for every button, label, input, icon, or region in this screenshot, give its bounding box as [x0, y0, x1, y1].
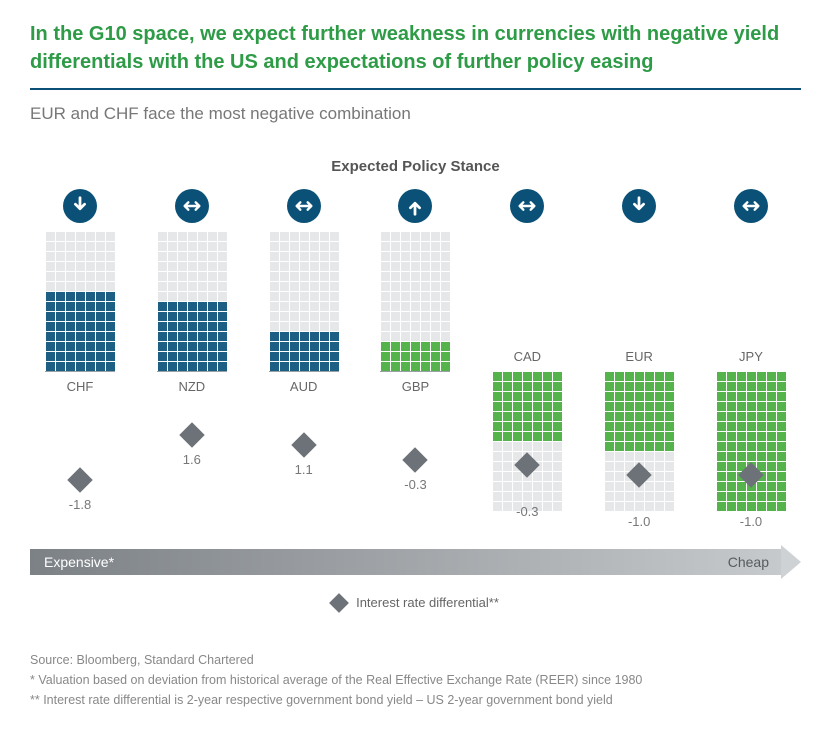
policy-hold-icon: [175, 189, 209, 223]
chart-column: EUR -1.0: [599, 189, 679, 531]
rate-diff-marker: -0.3: [492, 456, 562, 519]
valuation-arrow: Expensive* Cheap: [30, 549, 801, 575]
footnote-source: Source: Bloomberg, Standard Chartered: [30, 650, 801, 670]
rate-diff-marker: -1.0: [604, 466, 674, 529]
diamond-icon: [738, 462, 763, 487]
page-title: In the G10 space, we expect further weak…: [30, 20, 801, 76]
currency-label: GBP: [380, 379, 450, 394]
legend-label: Interest rate differential**: [356, 595, 499, 610]
arrow-left-label: Expensive*: [44, 554, 114, 570]
rate-diff-value: 1.6: [183, 452, 201, 467]
rate-diff-marker: -1.8: [45, 471, 115, 512]
rate-diff-marker: 1.6: [157, 426, 227, 467]
diamond-icon: [515, 452, 540, 477]
chart-row: CHF -1.8 NZD 1.6 AUD 1.1 GBP -0.3 CAD -0.3 EUR -1.0…: [30, 189, 801, 531]
footnotes: Source: Bloomberg, Standard Chartered * …: [30, 650, 801, 710]
bar-fill: [45, 291, 115, 371]
rate-diff-marker: -1.0: [716, 466, 786, 529]
chart-column: GBP -0.3: [375, 189, 455, 531]
rate-diff-value: -0.3: [404, 477, 426, 492]
chart-column: JPY -1.0: [711, 189, 791, 531]
currency-label: NZD: [157, 379, 227, 394]
rate-diff-value: -0.3: [516, 504, 538, 519]
diamond-icon: [329, 593, 349, 613]
chart-title: Expected Policy Stance: [30, 158, 801, 175]
bar-container: NZD 1.6: [157, 231, 227, 531]
policy-hold-icon: [734, 189, 768, 223]
rate-diff-value: -1.0: [740, 514, 762, 529]
policy-down-icon: [63, 189, 97, 223]
bar-fill: [380, 341, 450, 371]
chart-column: CAD -0.3: [487, 189, 567, 531]
rate-diff-value: 1.1: [295, 462, 313, 477]
policy-down-icon: [622, 189, 656, 223]
chart-column: AUD 1.1: [264, 189, 344, 531]
currency-label: EUR: [604, 349, 674, 364]
diamond-icon: [626, 462, 651, 487]
rate-diff-marker: 1.1: [269, 436, 339, 477]
rate-diff-value: -1.8: [69, 497, 91, 512]
bar-container: JPY -1.0: [716, 231, 786, 531]
bar-container: EUR -1.0: [604, 231, 674, 531]
page-subtitle: EUR and CHF face the most negative combi…: [30, 104, 801, 124]
legend: Interest rate differential**: [30, 595, 801, 610]
bar-container: CAD -0.3: [492, 231, 562, 531]
chart-column: CHF -1.8: [40, 189, 120, 531]
rate-diff-value: -1.0: [628, 514, 650, 529]
bar-container: AUD 1.1: [269, 231, 339, 531]
currency-label: AUD: [269, 379, 339, 394]
policy-up-icon: [398, 189, 432, 223]
title-divider: [30, 88, 801, 90]
policy-hold-icon: [287, 189, 321, 223]
bar-fill: [269, 331, 339, 371]
currency-label: CHF: [45, 379, 115, 394]
bar-container: GBP -0.3: [380, 231, 450, 531]
diamond-icon: [291, 432, 316, 457]
currency-label: JPY: [716, 349, 786, 364]
currency-label: CAD: [492, 349, 562, 364]
bar-fill: [157, 301, 227, 371]
rate-diff-marker: -0.3: [380, 451, 450, 492]
chart-column: NZD 1.6: [152, 189, 232, 531]
policy-hold-icon: [510, 189, 544, 223]
bar-fill: [492, 371, 562, 441]
diamond-icon: [403, 447, 428, 472]
footnote-1: * Valuation based on deviation from hist…: [30, 670, 801, 690]
footnote-2: ** Interest rate differential is 2-year …: [30, 690, 801, 710]
diamond-icon: [67, 467, 92, 492]
arrow-right-label: Cheap: [728, 554, 769, 570]
bar-fill: [604, 371, 674, 451]
diamond-icon: [179, 422, 204, 447]
bar-container: CHF -1.8: [45, 231, 115, 531]
